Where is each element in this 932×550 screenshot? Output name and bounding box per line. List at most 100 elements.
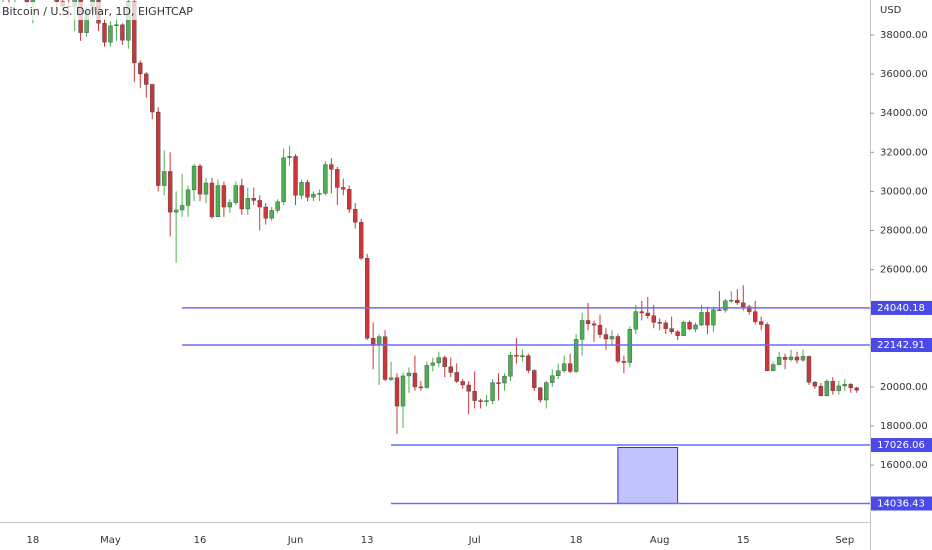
level-label: 24040.18 (877, 303, 925, 314)
candle-body (144, 73, 149, 85)
candle-body (830, 381, 836, 392)
candle-body (353, 208, 358, 223)
candle-body (394, 377, 400, 407)
candle-body (418, 386, 424, 389)
candle-body (472, 391, 477, 401)
candle-body (496, 382, 501, 384)
candle-body (245, 198, 250, 210)
y-tick-label: 26000.00 (880, 265, 928, 276)
candle-body (179, 205, 185, 211)
candle-body (54, 0, 59, 2)
y-tick-label: 34000.00 (880, 108, 928, 119)
candle-body (794, 356, 800, 361)
candle-body (502, 375, 507, 384)
candle-body (550, 375, 555, 383)
candle-body (132, 1, 137, 64)
candle-body (729, 299, 734, 302)
y-tick-label: 36000.00 (880, 69, 928, 80)
candle-body (102, 23, 107, 43)
candle-body (484, 400, 489, 402)
candle-body (532, 370, 537, 388)
candle-body (167, 171, 173, 213)
candle-body (436, 357, 442, 364)
candle-body (764, 324, 770, 371)
candle-body (693, 324, 698, 330)
candle-body (156, 111, 161, 186)
candle-body (812, 382, 818, 387)
candle-body (323, 164, 328, 194)
level-label: 17026.06 (877, 440, 925, 451)
candle-body (854, 387, 859, 391)
candle-body (645, 312, 650, 316)
candle-body (639, 311, 644, 314)
candle-body (776, 356, 782, 365)
candle-body (335, 169, 340, 188)
candle-body (591, 323, 597, 326)
candle-body (412, 372, 418, 388)
candle-body (681, 321, 686, 336)
candle-body (770, 364, 776, 371)
candle-body (842, 384, 847, 387)
candle-body (454, 372, 459, 382)
candle-body (120, 24, 125, 41)
candle-body (824, 381, 830, 396)
candle-body (490, 382, 495, 401)
candle-body (108, 25, 113, 43)
candle-body (460, 381, 465, 386)
candle-body (657, 322, 662, 324)
x-tick-label: Jun (287, 535, 304, 546)
candle-body (753, 311, 758, 322)
candle-body (406, 372, 412, 377)
candle-body (24, 0, 30, 3)
candle-body (633, 311, 639, 330)
candle-body (621, 361, 627, 363)
candle-body (257, 200, 262, 208)
candle-body (215, 185, 221, 218)
candle-body (317, 193, 322, 195)
x-tick-label: 18 (26, 535, 39, 546)
candle-body (782, 356, 788, 360)
candle-body (758, 321, 764, 325)
candle-body (848, 384, 853, 389)
y-tick-label: 16000.00 (880, 460, 928, 471)
candle-body (466, 384, 471, 392)
candle-body (30, 0, 36, 3)
candle-body (711, 309, 716, 326)
candle-body (233, 185, 239, 203)
candle-body (305, 182, 310, 198)
y-tick-label: 30000.00 (880, 186, 928, 197)
candle-body (359, 222, 364, 259)
candle-body (329, 164, 334, 170)
x-tick-label: 15 (737, 535, 750, 546)
candle-body (615, 336, 621, 362)
zone-box (617, 447, 679, 504)
candle-body (370, 338, 376, 346)
x-tick-label: Sep (835, 535, 854, 546)
candle-body (508, 355, 513, 377)
candle-body (209, 182, 215, 218)
candle-body (651, 315, 656, 323)
candle-body (347, 189, 352, 210)
candle-body (191, 165, 197, 191)
candle-body (597, 324, 603, 335)
chart-title: Bitcoin / U.S. Dollar, 1D, EIGHTCAP (2, 5, 193, 18)
candle-body (293, 156, 298, 196)
candle-body (311, 193, 316, 198)
candle-body (430, 362, 436, 366)
x-tick-label: May (100, 535, 121, 546)
x-tick-label: 18 (570, 535, 583, 546)
candle-body (818, 385, 824, 396)
level-label: 22142.91 (877, 340, 925, 351)
candle-body (538, 387, 543, 401)
y-tick-label: 32000.00 (880, 147, 928, 158)
candle-body (627, 329, 633, 363)
candle-body (526, 355, 531, 371)
candle-body (150, 84, 155, 113)
candle-body (227, 202, 233, 208)
title-bg (0, 2, 190, 20)
candle-body (544, 382, 549, 401)
level-label-bg (871, 496, 932, 511)
level-label-bg (871, 300, 932, 315)
